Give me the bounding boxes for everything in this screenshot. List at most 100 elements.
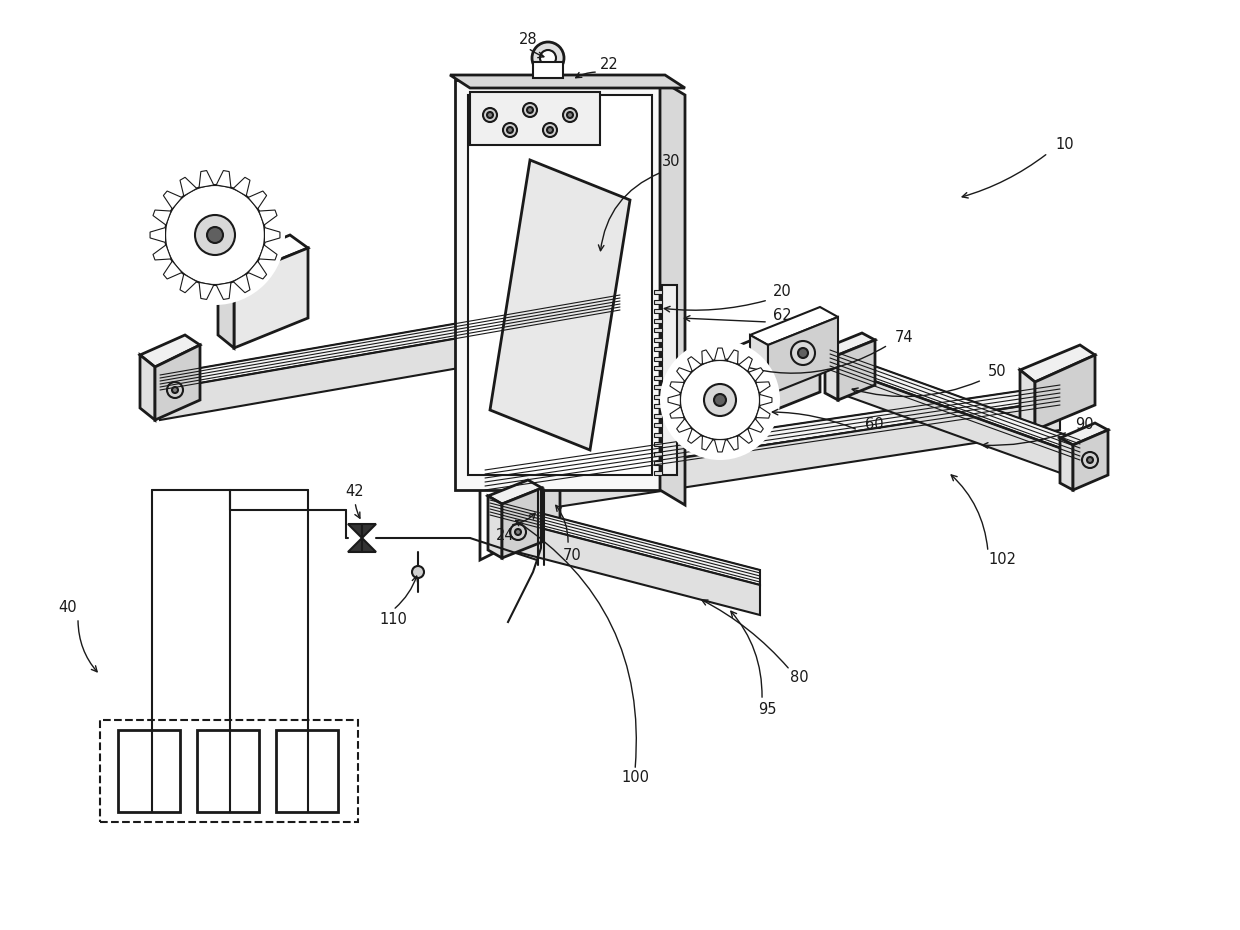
Bar [653,443,662,446]
Polygon shape [160,310,620,420]
Polygon shape [1073,430,1109,490]
Text: 100: 100 [621,770,649,786]
Polygon shape [490,500,760,585]
Polygon shape [739,429,753,444]
Polygon shape [264,228,280,243]
Circle shape [515,529,521,535]
Polygon shape [1021,370,1035,430]
Polygon shape [140,335,200,367]
Text: 22: 22 [600,58,619,73]
Polygon shape [216,170,231,188]
Polygon shape [200,283,213,299]
Polygon shape [1035,355,1095,430]
Text: 10: 10 [1055,138,1074,153]
Text: 80: 80 [790,671,808,685]
Polygon shape [1060,423,1109,445]
Text: 30: 30 [662,154,681,169]
Polygon shape [229,232,280,254]
Polygon shape [727,350,738,364]
Circle shape [195,215,236,255]
Circle shape [543,123,557,137]
Text: 42: 42 [346,485,365,499]
Polygon shape [702,350,713,364]
Circle shape [503,123,517,137]
Circle shape [484,108,497,122]
Bar [653,471,662,475]
Polygon shape [668,394,681,405]
Polygon shape [467,95,652,475]
Circle shape [172,387,179,393]
Polygon shape [756,382,770,393]
Polygon shape [153,210,171,225]
Circle shape [502,502,518,518]
Polygon shape [680,360,760,440]
Polygon shape [750,307,838,345]
Bar [653,423,662,428]
Polygon shape [502,488,542,558]
Bar [653,366,662,370]
Circle shape [510,524,526,540]
Polygon shape [825,348,838,400]
Polygon shape [680,370,701,440]
Polygon shape [533,62,563,78]
Text: 28: 28 [518,33,537,47]
Bar [653,461,662,466]
Polygon shape [216,283,231,299]
Text: 110: 110 [379,613,407,628]
Bar [653,414,662,418]
Polygon shape [680,320,820,382]
Polygon shape [233,178,250,196]
Polygon shape [233,274,250,293]
Text: 60: 60 [866,418,884,432]
Circle shape [523,103,537,117]
Bar [653,338,662,342]
Text: 40: 40 [58,601,77,616]
Polygon shape [485,385,1060,488]
Polygon shape [140,355,155,420]
Polygon shape [248,191,267,209]
Polygon shape [1021,345,1095,382]
Text: 102: 102 [988,552,1016,567]
Polygon shape [165,185,265,285]
Polygon shape [702,436,713,450]
Circle shape [547,127,553,133]
Polygon shape [259,245,277,260]
Polygon shape [450,75,684,88]
Polygon shape [768,317,838,395]
Polygon shape [480,430,539,560]
Text: 24: 24 [496,527,515,542]
Circle shape [532,42,564,74]
Circle shape [145,165,285,305]
Bar [653,347,662,352]
Circle shape [207,227,223,243]
Bar [653,357,662,361]
Polygon shape [490,515,760,615]
Polygon shape [727,436,738,450]
Bar [662,285,677,475]
Polygon shape [480,430,560,480]
Circle shape [791,341,815,365]
Polygon shape [739,357,753,371]
Polygon shape [234,248,308,348]
Circle shape [527,107,533,113]
Text: 20: 20 [773,285,792,299]
Circle shape [704,384,737,416]
Polygon shape [200,170,213,188]
Polygon shape [670,407,684,418]
Bar [653,299,662,304]
Polygon shape [180,178,197,196]
Polygon shape [714,348,725,361]
Text: 62: 62 [773,308,791,323]
Polygon shape [825,333,875,355]
Polygon shape [218,235,308,278]
Polygon shape [218,265,234,348]
Polygon shape [164,261,182,279]
Polygon shape [485,400,1060,518]
Polygon shape [490,160,630,450]
Polygon shape [714,440,725,452]
Circle shape [507,507,513,513]
Polygon shape [248,261,267,279]
Polygon shape [830,365,1080,480]
Circle shape [507,127,513,133]
Polygon shape [756,407,770,418]
